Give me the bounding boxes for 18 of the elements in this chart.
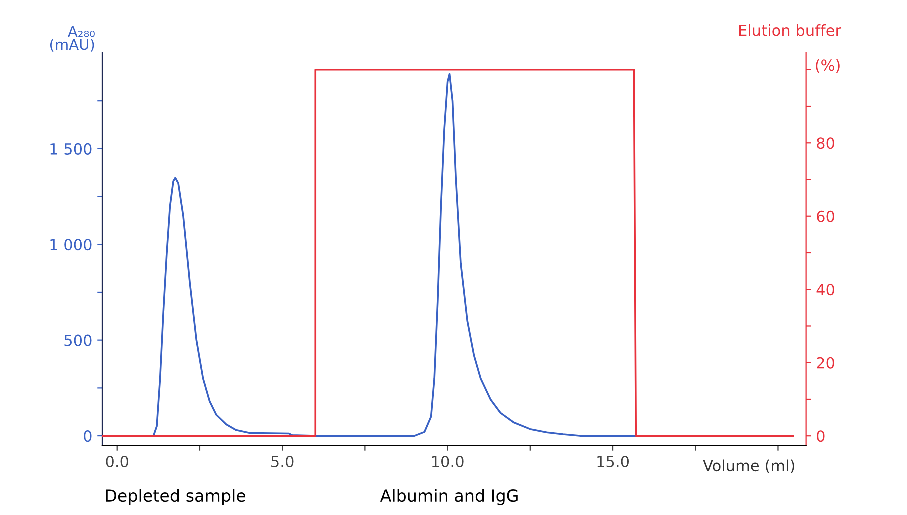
- y2-tick-label: 20: [817, 357, 834, 369]
- x-tick-label: 5.0: [272, 456, 294, 468]
- x-tick-label: 15.0: [598, 456, 630, 468]
- text: Depleted sample: [106, 489, 246, 506]
- y2-tick-label: 80: [817, 138, 834, 150]
- y-tick-label: 1 000: [50, 239, 92, 251]
- y2-tick-label: 0: [817, 430, 825, 442]
- y-tick-label: 500: [64, 334, 92, 346]
- y2-tick-label: 40: [816, 284, 834, 296]
- x-tick-label: 10.0: [432, 456, 464, 468]
- y-axis-title: A₂₈₀ (mAU): [50, 26, 95, 52]
- y-tick-label: 1 500: [50, 143, 92, 155]
- x-tick-label: 0.0: [106, 456, 128, 468]
- x-axis-title: Volume (ml): [703, 460, 794, 474]
- y2-tick-label: 60: [817, 210, 834, 222]
- text: Albumin and IgG: [380, 489, 518, 506]
- text: Elution buffer (%): [739, 24, 842, 74]
- y-tick-label: 0: [84, 430, 92, 442]
